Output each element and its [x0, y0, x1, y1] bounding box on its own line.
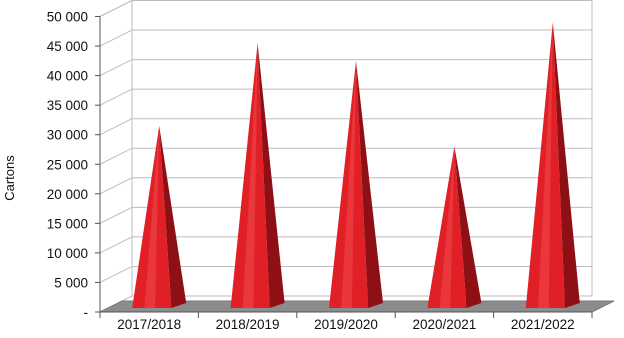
pyramid-bar [329, 60, 383, 309]
pyramid-bar [132, 125, 187, 309]
y-axis: - 5 000 10 000 15 000 20 000 25 000 30 000 35 0… [47, 10, 101, 320]
x-axis: 2017/2018 2018/2019 2019/2020 2020/2021 2021… [99, 311, 593, 332]
pyramid-bar [427, 146, 482, 308]
y-tick-label: 30 000 [47, 128, 88, 143]
bars [132, 22, 580, 309]
y-tick-label: 5 000 [54, 275, 88, 290]
x-tick-label: 2018/2019 [216, 317, 280, 332]
pyramid-side-face [454, 146, 482, 308]
pyramid-side-face [356, 60, 383, 309]
y-tick-label: 45 000 [47, 39, 88, 54]
x-tick-label: 2019/2020 [314, 317, 378, 332]
pyramid-highlight [537, 22, 553, 308]
y-tick-label: 35 000 [47, 98, 88, 113]
gridline [99, 177, 592, 195]
pyramid-side-face [159, 125, 187, 309]
gridline [99, 88, 592, 106]
y-tick-label: 10 000 [47, 246, 88, 261]
pyramid-highlight [242, 43, 258, 308]
y-tick-label: 20 000 [47, 187, 88, 202]
y-tick-label: 15 000 [47, 216, 88, 231]
gridline [99, 118, 592, 136]
gridline [99, 0, 592, 17]
pyramid-side-face [257, 43, 285, 308]
pyramid-bar [525, 22, 580, 308]
pyramid-bar [230, 43, 285, 308]
x-tick-label: 2020/2021 [412, 317, 476, 332]
x-tick-label: 2017/2018 [117, 317, 181, 332]
pyramid-front-face [132, 125, 172, 309]
y-tick-label: 40 000 [47, 69, 88, 84]
y-tick-label: 50 000 [47, 10, 88, 25]
gridline [99, 206, 592, 224]
gridline [99, 29, 592, 47]
pyramid-highlight [341, 60, 356, 309]
pyramid-front-face [427, 146, 467, 308]
pyramid-side-face [552, 22, 580, 308]
y-tick-label: - [84, 305, 89, 320]
gridline [99, 59, 592, 77]
pyramid-highlight [144, 125, 160, 309]
gridline [99, 147, 592, 165]
gridline [99, 236, 592, 254]
y-tick-label: 25 000 [47, 157, 88, 172]
x-tick-label: 2021/2022 [511, 317, 575, 332]
pyramid-highlight [439, 146, 455, 308]
y-axis-title: Cartons [2, 155, 17, 201]
